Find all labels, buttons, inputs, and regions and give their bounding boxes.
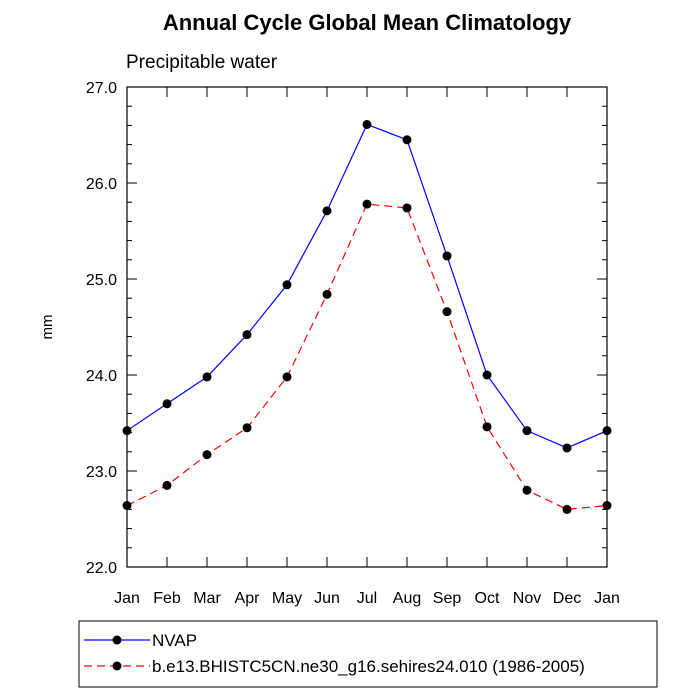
y-tick-label: 26.0: [86, 176, 117, 193]
data-point: [362, 119, 372, 129]
series-line-0: [126, 123, 608, 449]
legend-box: [78, 620, 658, 688]
data-point: [562, 504, 572, 514]
data-series: [122, 119, 612, 514]
data-point: [242, 330, 252, 340]
data-point: [162, 480, 172, 490]
data-point: [562, 443, 572, 453]
data-point: [122, 501, 132, 511]
data-point: [282, 372, 292, 382]
data-point: [162, 399, 172, 409]
data-point: [122, 426, 132, 436]
data-point: [602, 501, 612, 511]
x-tick-label: Jan: [594, 590, 620, 607]
data-point: [482, 370, 492, 380]
data-point: [322, 289, 332, 299]
chart-title: Annual Cycle Global Mean Climatology: [163, 10, 572, 35]
x-tick-label: Jul: [357, 590, 377, 607]
plot-frame: [126, 86, 608, 568]
legend-label-0: NVAP: [152, 631, 197, 650]
x-tick-label: Feb: [153, 590, 181, 607]
series-line-1: [126, 203, 608, 511]
x-tick-label: May: [272, 590, 302, 607]
data-point: [602, 426, 612, 436]
y-tick-label: 22.0: [86, 560, 117, 577]
y-tick-label: 27.0: [86, 80, 117, 97]
data-point: [402, 135, 412, 145]
y-tick-label: 24.0: [86, 368, 117, 385]
y-tick-label: 23.0: [86, 464, 117, 481]
legend-label-1: b.e13.BHISTC5CN.ne30_g16.sehires24.010 (…: [152, 657, 585, 676]
data-point: [362, 199, 372, 209]
x-tick-label: Nov: [513, 590, 541, 607]
data-point: [522, 426, 532, 436]
x-tick-label: Jun: [314, 590, 340, 607]
data-point: [442, 307, 452, 317]
data-point: [482, 422, 492, 432]
data-point: [202, 372, 212, 382]
x-tick-label: Oct: [475, 590, 500, 607]
chart-subtitle: Precipitable water: [126, 52, 278, 73]
data-point: [242, 423, 252, 433]
x-tick-label: Mar: [193, 590, 221, 607]
data-point: [202, 450, 212, 460]
legend-marker-0: [112, 635, 122, 645]
y-tick-label: 25.0: [86, 272, 117, 289]
axis-ticks: 22.0 23.0 24.0 25.0 26.0 27.0 Jan Feb Mar Apr May J…: [86, 80, 620, 607]
data-point: [402, 203, 412, 213]
data-point: [522, 485, 532, 495]
x-tick-label: Dec: [553, 590, 581, 607]
x-tick-label: Apr: [235, 590, 261, 607]
x-tick-label: Aug: [393, 590, 421, 607]
x-tick-label: Sep: [433, 590, 462, 607]
data-point: [442, 251, 452, 261]
legend: NVAP b.e13.BHISTC5CN.ne30_g16.sehires24.0…: [84, 631, 585, 676]
data-point: [282, 280, 292, 290]
y-axis-label: mm: [39, 315, 56, 340]
legend-marker-1: [112, 661, 122, 671]
data-point: [322, 206, 332, 216]
x-tick-label: Jan: [114, 590, 140, 607]
